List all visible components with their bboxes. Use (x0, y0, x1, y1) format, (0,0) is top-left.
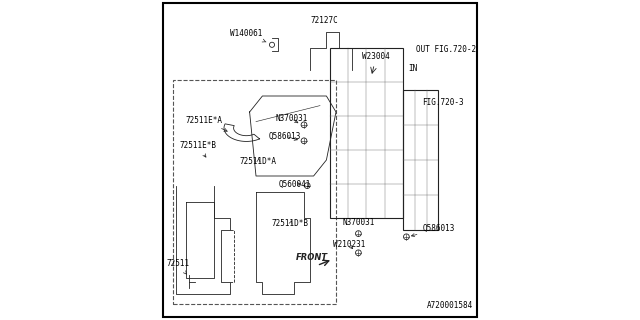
Text: W23004: W23004 (362, 52, 389, 60)
Bar (403, 90, 438, 230)
Text: Q586013: Q586013 (269, 132, 301, 140)
Text: OUT FIG.720-2: OUT FIG.720-2 (416, 45, 476, 54)
Text: A720001584: A720001584 (428, 301, 474, 310)
Text: Q586013: Q586013 (412, 224, 455, 236)
Text: 72511: 72511 (166, 260, 189, 274)
Text: FIG.720-3: FIG.720-3 (422, 98, 464, 107)
Text: FRONT: FRONT (296, 253, 328, 262)
Text: 72511D*B: 72511D*B (272, 220, 309, 228)
Bar (330, 48, 403, 218)
Text: 72511E*B: 72511E*B (179, 141, 216, 157)
Text: 72511D*A: 72511D*A (240, 157, 277, 166)
Text: W210231: W210231 (333, 240, 365, 249)
Text: W140061: W140061 (230, 29, 266, 42)
Text: N370031: N370031 (342, 218, 375, 227)
Text: 72511E*A: 72511E*A (186, 116, 227, 131)
Text: Q560041: Q560041 (278, 180, 311, 188)
Text: 72127C: 72127C (310, 16, 338, 25)
Text: IN: IN (408, 64, 417, 73)
Text: N370031: N370031 (275, 114, 308, 123)
